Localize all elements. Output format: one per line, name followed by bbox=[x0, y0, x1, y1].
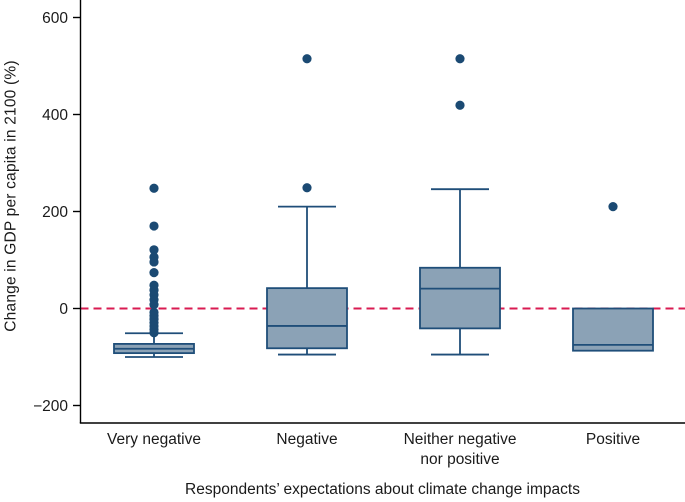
outlier-dot bbox=[149, 300, 159, 310]
outlier-dot bbox=[302, 183, 312, 193]
box-group bbox=[266, 54, 348, 356]
x-category-label: Negative bbox=[276, 431, 337, 448]
box-group bbox=[113, 183, 195, 358]
x-category-label: Positive bbox=[586, 431, 640, 448]
box-rect bbox=[572, 307, 654, 352]
y-tick-label: 0 bbox=[59, 301, 68, 318]
box-rect bbox=[419, 266, 501, 330]
x-category-label: Neither negative bbox=[404, 431, 517, 448]
x-category-label: nor positive bbox=[420, 451, 499, 468]
outlier-dot bbox=[149, 221, 159, 231]
outlier-dot bbox=[455, 100, 465, 110]
box-rect bbox=[266, 287, 348, 350]
y-tick-label: 400 bbox=[42, 107, 68, 124]
outlier-dot bbox=[149, 268, 159, 278]
x-category-label: Very negative bbox=[107, 431, 201, 448]
box-group bbox=[572, 202, 654, 352]
outlier-dot bbox=[302, 54, 312, 64]
outlier-dot bbox=[149, 328, 159, 338]
outlier-dot bbox=[455, 54, 465, 64]
outlier-dot bbox=[608, 202, 618, 212]
x-axis-title: Respondents’ expectations about climate … bbox=[185, 481, 580, 498]
y-tick-label: 600 bbox=[42, 10, 68, 27]
outlier-dot bbox=[149, 245, 159, 255]
y-tick-label: −200 bbox=[33, 398, 68, 415]
outlier-dot bbox=[149, 183, 159, 193]
outlier-dot bbox=[149, 257, 159, 267]
box-group bbox=[419, 54, 501, 356]
y-tick-label: 200 bbox=[42, 204, 68, 221]
